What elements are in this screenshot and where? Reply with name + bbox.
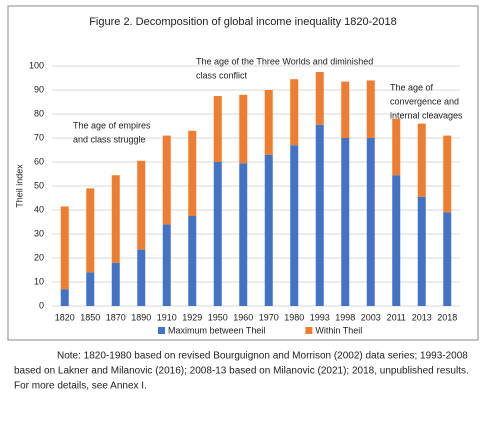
x-tick-label: 2018: [437, 312, 457, 322]
legend-label: Within Theil: [315, 325, 362, 335]
bar-segment: [239, 163, 248, 306]
bar-segment: [366, 80, 375, 138]
bar-segment: [239, 94, 248, 164]
legend-swatch: [158, 327, 165, 334]
bar-segment: [60, 289, 69, 306]
x-tick-label: 1929: [182, 312, 202, 322]
x-tick-label: 1980: [284, 312, 304, 322]
bar-segment: [60, 206, 69, 290]
bar-segment: [443, 212, 452, 306]
y-tick-label: 0: [39, 300, 44, 310]
y-tick-label: 100: [29, 60, 44, 70]
bar-segment: [290, 145, 299, 306]
x-tick-label: 1910: [157, 312, 177, 322]
bar-segment: [213, 96, 222, 162]
bar-segment: [366, 138, 375, 306]
chart-frame: [7, 5, 479, 341]
bar-segment: [162, 224, 171, 306]
x-tick-label: 1870: [106, 312, 126, 322]
bar-segment: [213, 162, 222, 306]
x-tick-label: 1950: [208, 312, 228, 322]
bar-segment: [341, 81, 350, 138]
x-tick-label: 2011: [387, 312, 406, 322]
y-tick-label: 50: [34, 180, 44, 190]
y-tick-label: 70: [34, 132, 44, 142]
y-tick-label: 40: [34, 204, 44, 214]
bar-segment: [188, 130, 197, 216]
bar-segment: [417, 123, 426, 197]
annotation: internal cleavages: [390, 110, 463, 120]
bar-segment: [264, 90, 273, 155]
chart-title: Figure 2. Decomposition of global income…: [89, 16, 397, 28]
note-line: For more details, see Annex I.: [14, 381, 147, 392]
y-tick-label: 20: [34, 252, 44, 262]
note-line: Note: 1820-1980 based on revised Bourgui…: [57, 351, 468, 362]
bar-segment: [443, 135, 452, 213]
y-tick-label: 30: [34, 228, 44, 238]
annotation: The age of the Three Worlds and diminish…: [196, 56, 373, 66]
bar-segment: [162, 135, 171, 225]
x-tick-label: 2003: [361, 312, 381, 322]
bar-segment: [137, 160, 146, 250]
x-tick-label: 1820: [55, 312, 75, 322]
bar-segment: [290, 79, 299, 146]
x-tick-label: 2013: [412, 312, 432, 322]
legend-swatch: [305, 327, 313, 334]
bar-segment: [392, 118, 401, 176]
annotation: class conflict: [196, 70, 248, 80]
bar-segment: [111, 175, 120, 263]
x-tick-label: 1998: [335, 312, 355, 322]
bar-segment: [86, 272, 95, 306]
y-axis-label: Theil index: [14, 164, 24, 208]
bar-segment: [137, 249, 146, 306]
x-tick-label: 1970: [259, 312, 279, 322]
annotation: The age of: [390, 82, 434, 92]
y-tick-label: 90: [34, 84, 44, 94]
bar-segment: [86, 188, 95, 273]
bar-segment: [341, 138, 350, 306]
note-line: based on Lakner and Milanovic (2016); 20…: [14, 366, 469, 377]
y-tick-label: 60: [34, 156, 44, 166]
bar-segment: [315, 124, 324, 306]
annotation: The age of empires: [73, 120, 151, 130]
x-tick-label: 1850: [80, 312, 100, 322]
bar-segment: [111, 262, 120, 306]
y-tick-label: 10: [34, 276, 44, 286]
x-tick-label: 1890: [131, 312, 151, 322]
x-tick-label: 1960: [233, 312, 253, 322]
bar-segment: [315, 72, 324, 125]
annotation: and class struggle: [73, 134, 146, 144]
bar-segment: [417, 196, 426, 306]
legend-label: Maximum between Theil: [168, 325, 265, 335]
bar-segment: [264, 154, 273, 306]
x-tick-label: 1993: [310, 312, 330, 322]
annotation: convergence and: [390, 96, 459, 106]
bar-segment: [188, 216, 197, 306]
y-tick-label: 80: [34, 108, 44, 118]
bar-segment: [392, 175, 401, 306]
